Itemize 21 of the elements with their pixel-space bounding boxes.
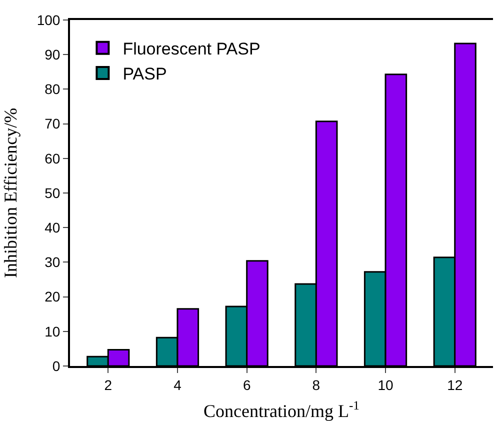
legend-label: Fluorescent PASP [122,40,260,59]
y-tick-label: 70 [44,116,60,132]
x-tick-label: 10 [378,376,394,393]
y-tick-label: 20 [44,288,60,305]
y-tick-label: 90 [44,46,60,62]
x-tick-label: 8 [312,376,320,393]
y-tick-label: 80 [44,81,60,98]
y-tick-label: 60 [44,150,60,166]
y-tick-label: 50 [44,184,60,201]
x-axis-title: Concentration/mg L$^{-1}$ [204,398,360,421]
x-tick-label: 12 [447,376,463,393]
legend-label: PASP [122,64,167,84]
x-tick-label: 4 [174,376,182,393]
y-axis-title: Inhibition Efficiency/% [0,108,21,278]
x-tick-label: 2 [104,376,112,393]
y-tick-label: 40 [44,220,60,236]
y-tick-label: 0 [52,358,60,374]
y-tick-label: 100 [36,12,60,28]
y-tick-label: 30 [44,254,60,270]
y-tick-label: 10 [44,323,60,340]
x-tick-label: 6 [242,376,251,393]
